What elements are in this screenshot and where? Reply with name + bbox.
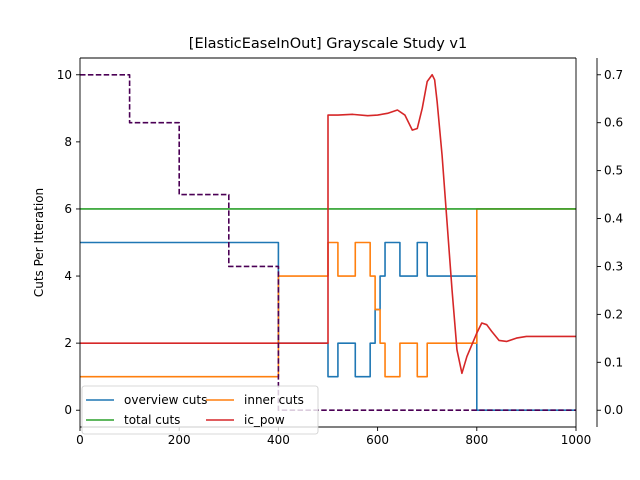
legend-label: overview cuts xyxy=(124,393,207,407)
x-tick-label: 200 xyxy=(168,433,191,447)
series-layer xyxy=(80,73,576,412)
y2-tick-label: 0.2 xyxy=(604,307,623,321)
chart-title: [ElasticEaseInOut] Grayscale Study v1 xyxy=(189,36,467,52)
y2-tick-label: 0.6 xyxy=(604,116,623,130)
y-tick-label: 0 xyxy=(64,403,72,417)
y2-tick-label: 0.4 xyxy=(604,212,623,226)
y2-tick-label: 0.0 xyxy=(604,403,623,417)
y2-tick-label: 0.1 xyxy=(604,355,623,369)
x-tick-label: 600 xyxy=(366,433,389,447)
series-line-inner-cuts xyxy=(80,208,576,378)
legend: overview cuts inner cuts total cuts ic_pow xyxy=(81,385,319,435)
x-tick-label: 1000 xyxy=(561,433,592,447)
legend-label: inner cuts xyxy=(244,393,304,407)
y-tick-label: 2 xyxy=(64,336,72,350)
x-tick-label: 400 xyxy=(267,433,290,447)
legend-label: ic_pow xyxy=(244,413,285,427)
y2-tick-label: 0.5 xyxy=(604,164,623,178)
y2-tick-label: 0.7 xyxy=(604,68,623,82)
y-axis-label: Cuts Per Itteration xyxy=(32,188,46,297)
x-tick-label: 0 xyxy=(76,433,84,447)
legend-label: total cuts xyxy=(124,413,180,427)
y-tick-label: 10 xyxy=(57,68,72,82)
series-line-ic-pow xyxy=(80,73,576,375)
axes-layer: 0 200 400 600 800 1000 0 2 4 6 8 10 0.0 0.1 0.2 0.3 0.4 0… xyxy=(57,57,623,447)
legend-frame xyxy=(81,385,319,435)
y-tick-label: 4 xyxy=(64,269,72,283)
y-tick-label: 6 xyxy=(64,202,72,216)
series-line-secondary-axis-series xyxy=(80,73,576,412)
y2-tick-label: 0.3 xyxy=(604,259,623,273)
x-tick-label: 800 xyxy=(465,433,488,447)
y-tick-label: 8 xyxy=(64,135,72,149)
